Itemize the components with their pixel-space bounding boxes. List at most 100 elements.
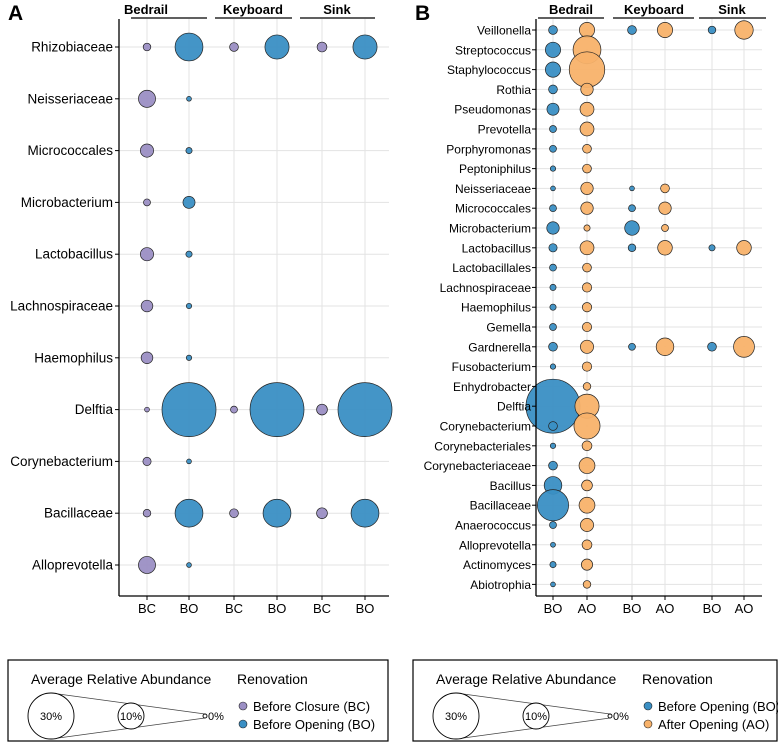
legend-size-label-30: 30% [445,711,467,723]
bubble-ao [579,121,595,137]
x-tick-label: BC [225,601,243,616]
bubble-bo [185,302,193,310]
bubble-ao [582,144,592,154]
y-tick-label: Staphylococcus [447,63,531,77]
legend-size-circle-10 [522,702,550,730]
bubble-bo [337,382,393,437]
bubble-bo [548,84,558,95]
bubble-bo [707,342,717,352]
bubble-ao [658,201,672,215]
legend-size-title: Average Relative Abundance [31,671,212,687]
bubble-ao [579,22,595,38]
bubble-ao [582,382,592,391]
legend-box [412,659,778,742]
bubble-bc [316,41,328,53]
y-tick-label: Alloprevotella [32,558,114,573]
legend-size-circle-0 [202,713,208,719]
bubble-ao [568,51,606,88]
bubble-ao [581,321,593,333]
bubble-bo [186,562,192,568]
legend-box [7,659,389,742]
bubble-bo [548,243,558,253]
bubble-bc [316,507,328,519]
bubble-bo [627,25,637,35]
legend-size-circle-30 [27,692,75,740]
bubble-bo [548,460,558,471]
legend-size-label-10: 10% [120,711,142,723]
bubble-bo [537,489,569,522]
bubble-bo [546,102,560,116]
y-tick-label: Lactobacillus [35,247,113,262]
bubble-ao [581,539,593,551]
bubble-ao [578,457,596,474]
bubble-ao [655,337,675,356]
group-header: Sink [718,2,746,17]
legend-size-label-0: 0% [613,711,629,723]
bubble-ao [582,163,592,174]
bubble-bo [550,541,556,548]
bubble-bo [185,147,193,155]
group-header: Bedrail [549,2,593,17]
y-tick-label: Haemophilus [461,301,531,315]
legend-size-label-10: 10% [525,711,547,723]
bubble-bo [182,196,196,209]
y-tick-label: Bacillus [490,479,531,493]
bubble-ao [583,224,591,232]
bubble-bc [229,508,239,518]
bubble-bo [548,342,558,352]
legend-size-circle-0 [607,713,613,719]
bubble-bo [549,442,557,449]
legend-color-swatch [643,701,653,711]
bubble-bo [627,243,637,252]
bubble-bo [549,521,557,529]
bubble-bc [229,42,239,52]
bubble-ao [581,479,593,492]
bubble-bo [628,342,636,351]
y-tick-label: Gardnerella [468,340,531,354]
y-tick-label: Lactobacillales [452,261,531,275]
x-tick-label: BO [356,601,375,616]
legend-color-label: Before Closure (BC) [253,699,370,714]
bubble-ao [579,240,595,256]
legend-size-label-30: 30% [40,711,62,723]
bubble-bo [185,354,193,361]
panel-letter: A [8,2,23,25]
bubble-bo [546,221,560,235]
bubble-bo [550,581,556,588]
y-tick-label: Delftia [75,402,114,417]
y-tick-label: Corynebacterium [10,454,113,469]
bubble-bo [707,25,717,35]
bubble-ao [573,412,601,440]
group-header: Keyboard [624,2,684,17]
bubble-bo [352,34,378,60]
x-tick-label: AO [735,601,754,616]
bubble-bc [140,299,154,313]
bubble-ao [580,518,594,532]
legend-color-title: Renovation [642,671,713,687]
bubble-ao [578,496,596,514]
bubble-ao [579,101,595,117]
bubble-ao [580,339,594,354]
y-tick-label: Delftia [497,400,531,414]
bubble-bc [230,405,238,414]
bubble-bo [708,244,716,252]
bubble-bo [549,363,557,370]
bubble-bo [628,204,636,213]
legend-color-label: Before Opening (BO) [658,699,778,714]
x-tick-label: BC [138,601,156,616]
legend-color-label: Before Opening (BO) [253,717,375,732]
bubble-bo [549,283,557,291]
bubble-bo [548,25,558,35]
x-tick-label: BC [313,601,331,616]
legend-color-swatch [238,719,248,729]
y-tick-label: Micrococcales [455,202,531,216]
y-tick-label: Lachnospiraceae [440,281,532,295]
group-header: Keyboard [223,2,283,17]
y-tick-label: Enhydrobacter [453,380,531,394]
bubble-bo [549,561,557,569]
y-tick-label: Gemella [486,321,531,335]
bubble-bc [142,42,152,52]
x-tick-label: BO [703,601,722,616]
y-tick-label: Peptoniphilus [459,162,531,176]
